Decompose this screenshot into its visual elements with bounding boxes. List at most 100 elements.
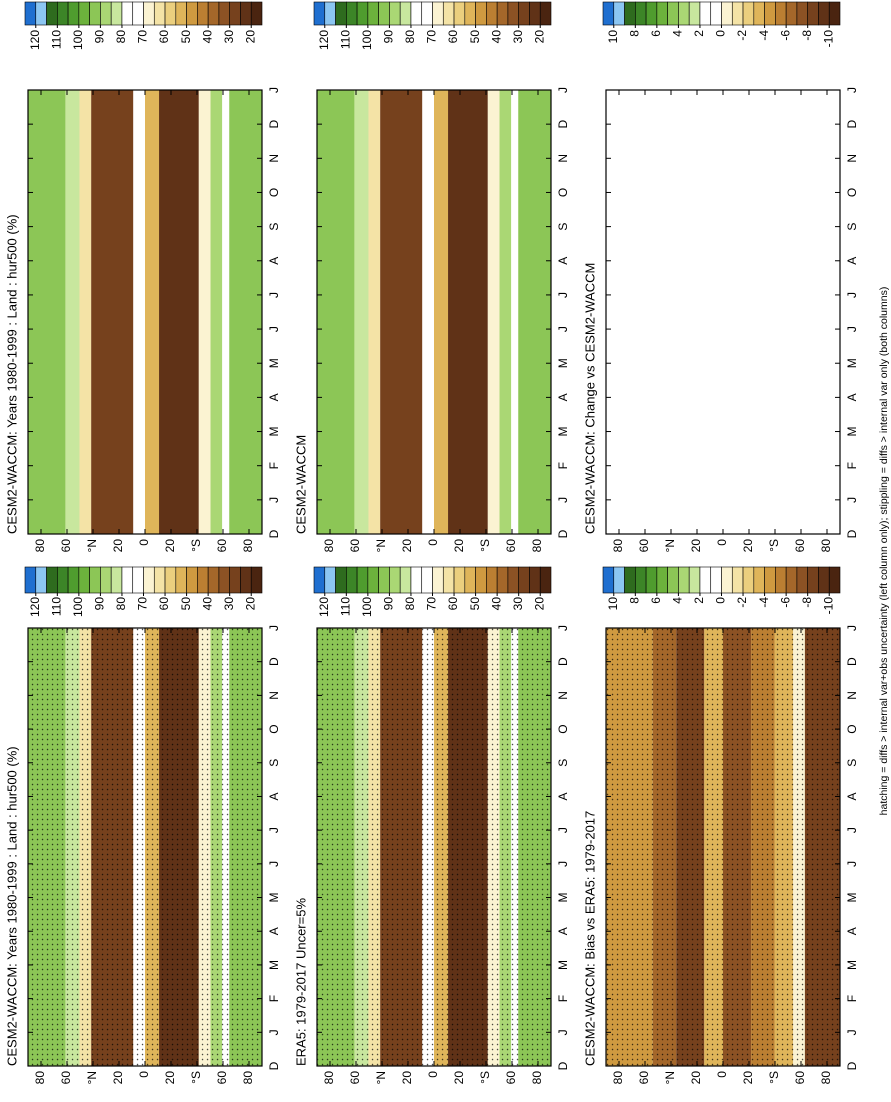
- y-tick-label: 80: [819, 539, 833, 553]
- colorbar-label: -10: [821, 597, 835, 615]
- x-tick-label: A: [845, 927, 859, 935]
- y-tick-label: 80: [530, 1071, 544, 1085]
- colorbar-box: [529, 1, 541, 26]
- x-tick-label: A: [556, 792, 570, 800]
- colorbar-box: [143, 566, 155, 594]
- colorbar-label: 60: [446, 30, 460, 44]
- x-tick-label: D: [556, 1061, 570, 1070]
- panel-title: CESM2-WACCM: Change vs CESM2-WACCM: [582, 263, 597, 534]
- colorbar-label: 50: [468, 597, 482, 611]
- colorbar-box: [240, 566, 252, 594]
- field-band: [380, 90, 423, 534]
- colorbar-label: -2: [735, 30, 749, 41]
- colorbar-box: [775, 1, 787, 26]
- colorbar-label: 40: [489, 30, 503, 44]
- colorbar-box: [356, 566, 369, 594]
- colorbar-box: [110, 1, 123, 26]
- x-tick-label: D: [845, 119, 859, 128]
- field-band: [210, 90, 223, 534]
- x-tick-label: S: [556, 759, 570, 767]
- y-tick-label: 0: [137, 539, 151, 546]
- rotated-frame: hatching = diffs > internal var+obs unce…: [4, 1, 890, 1085]
- colorbar-box: [475, 566, 487, 594]
- colorbar-box: [335, 566, 347, 594]
- colorbar-box: [218, 566, 230, 594]
- colorbar-label: 60: [157, 597, 171, 611]
- field-band: [499, 90, 512, 534]
- colorbar-box: [785, 566, 798, 594]
- y-tick-label: 20: [400, 1071, 414, 1085]
- colorbar-box: [356, 1, 369, 26]
- colorbar-label: 120: [28, 30, 42, 50]
- field-band: [28, 90, 66, 534]
- colorbar-box: [35, 566, 47, 594]
- x-tick-label: A: [845, 792, 859, 800]
- x-tick-label: N: [556, 691, 570, 700]
- colorbar-box: [410, 1, 423, 26]
- colorbar-box: [110, 566, 123, 594]
- colorbar-box: [121, 566, 134, 594]
- stippling: [606, 628, 840, 1066]
- y-tick-label: °N: [374, 539, 388, 552]
- colorbar-label: 70: [425, 597, 439, 611]
- y-tick-label: 20: [452, 1071, 466, 1085]
- colorbar-box: [240, 1, 252, 26]
- y-tick-label: 80: [611, 539, 625, 553]
- colorbar-box: [764, 566, 776, 594]
- colorbar-label: 0: [714, 597, 728, 604]
- colorbar-label: -4: [757, 30, 771, 41]
- colorbar-label: 4: [671, 30, 685, 37]
- x-tick-label: J: [845, 827, 859, 833]
- x-tick-label: D: [267, 1061, 281, 1070]
- colorbar-label: 70: [425, 30, 439, 44]
- x-tick-label: J: [267, 326, 281, 332]
- colorbar-box: [753, 1, 765, 26]
- y-tick-label: 60: [215, 539, 229, 553]
- colorbar-box: [742, 566, 755, 594]
- field-band: [317, 90, 355, 534]
- colorbar-box: [324, 566, 336, 594]
- field-band: [145, 90, 160, 534]
- colorbar-box: [742, 1, 755, 26]
- colorbar-box: [153, 1, 166, 26]
- colorbar-label: 8: [627, 30, 641, 37]
- colorbar-label: 6: [649, 597, 663, 604]
- x-tick-label: J: [267, 87, 281, 93]
- colorbar-box: [635, 1, 647, 26]
- y-tick-label: 20: [689, 1071, 703, 1085]
- x-tick-label: J: [845, 87, 859, 93]
- y-tick-label: °N: [85, 539, 99, 552]
- colorbar-box: [389, 1, 401, 26]
- x-tick-label: M: [267, 893, 281, 903]
- x-tick-label: J: [267, 827, 281, 833]
- field-band: [422, 90, 434, 534]
- x-tick-label: N: [267, 691, 281, 700]
- x-tick-label: S: [845, 759, 859, 767]
- y-tick-label: 60: [348, 539, 362, 553]
- colorbar-box: [710, 1, 722, 26]
- colorbar-label: 110: [49, 30, 63, 49]
- x-tick-label: O: [845, 188, 859, 197]
- colorbar-box: [24, 1, 37, 26]
- colorbar-box: [602, 566, 615, 594]
- colorbar-box: [464, 566, 476, 594]
- y-tick-label: °N: [374, 1071, 388, 1084]
- colorbar-label: 70: [136, 30, 150, 44]
- y-tick-label: °S: [478, 1071, 492, 1084]
- field-band: [448, 90, 488, 534]
- field-band: [511, 90, 519, 534]
- colorbar-box: [35, 1, 47, 26]
- colorbar-label: 90: [382, 30, 396, 44]
- colorbar-box: [453, 1, 466, 26]
- colorbar-box: [539, 1, 552, 26]
- y-tick-label: 20: [163, 1071, 177, 1085]
- x-tick-label: A: [267, 257, 281, 265]
- y-tick-label: °S: [767, 1071, 781, 1084]
- colorbar-box: [796, 1, 808, 26]
- colorbar-box: [335, 1, 347, 26]
- colorbar-label: 100: [71, 30, 85, 50]
- colorbar-label: -6: [778, 30, 792, 41]
- x-tick-label: F: [845, 995, 859, 1002]
- colorbar-box: [324, 1, 336, 26]
